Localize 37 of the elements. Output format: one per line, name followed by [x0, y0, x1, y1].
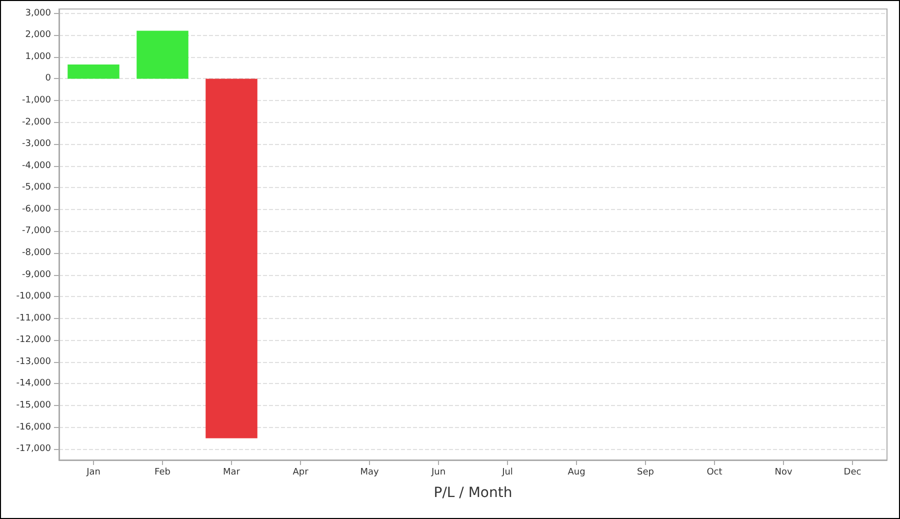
- y-tick-label: -11,000: [16, 313, 52, 324]
- x-tick-label: Sep: [637, 468, 654, 478]
- bar: [68, 64, 120, 79]
- bar: [136, 30, 188, 79]
- x-tick-label: Nov: [774, 468, 793, 478]
- y-tick-label: -15,000: [16, 400, 52, 411]
- y-tick-label: -7,000: [22, 226, 52, 236]
- x-tick-label: Jan: [86, 468, 100, 478]
- y-tick-label: -4,000: [22, 160, 52, 171]
- y-tick-label: -17,000: [16, 444, 52, 454]
- y-tick-label: -12,000: [16, 335, 52, 346]
- y-tick-label: -3,000: [22, 139, 52, 150]
- x-tick-label: Feb: [154, 468, 171, 478]
- x-tick-label: May: [360, 468, 380, 478]
- x-tick-label: Mar: [223, 468, 240, 478]
- x-tick-label: Dec: [844, 468, 862, 478]
- x-tick-label: Aug: [568, 468, 586, 478]
- y-tick-label: 0: [45, 74, 52, 84]
- y-tick-label: -8,000: [22, 248, 52, 258]
- x-tick-label: Jul: [501, 468, 513, 478]
- y-tick-label: -5,000: [22, 182, 52, 193]
- x-tick-label: Apr: [292, 468, 309, 478]
- bar: [206, 78, 258, 438]
- y-tick-label: -14,000: [16, 378, 52, 389]
- y-tick-label: -13,000: [16, 356, 52, 367]
- y-tick-label: -10,000: [16, 292, 52, 302]
- x-tick-label: Jun: [430, 468, 446, 478]
- y-tick-label: -16,000: [16, 422, 52, 432]
- y-tick-label: 2,000: [25, 30, 52, 40]
- y-tick-label: -1,000: [22, 96, 52, 106]
- x-tick-label: Oct: [706, 468, 723, 478]
- y-tick-label: -6,000: [22, 204, 52, 214]
- x-axis-title: P/L / Month: [434, 485, 512, 501]
- y-tick-label: -9,000: [22, 270, 52, 280]
- y-tick-label: -2,000: [22, 117, 52, 128]
- y-tick-label: 1,000: [25, 52, 52, 62]
- y-tick-label: 3,000: [25, 8, 52, 18]
